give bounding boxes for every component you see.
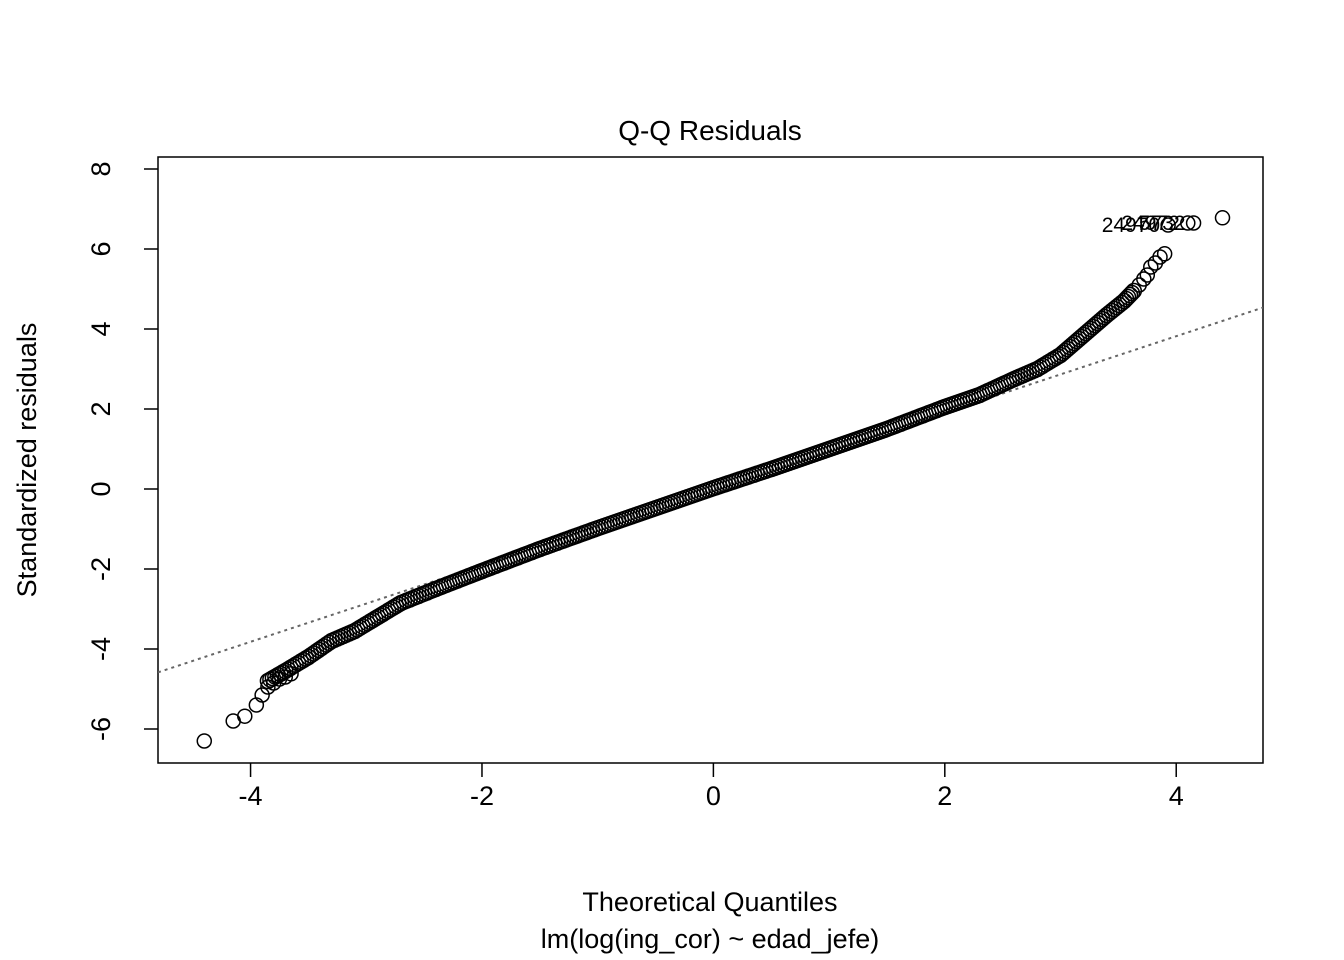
residual-point [196,733,213,749]
residual-point [1136,271,1152,287]
residual-point [1214,210,1231,226]
x-tick-label: 0 [706,781,721,811]
outlier-label: 5732 [1139,212,1186,235]
residual-point [1119,288,1137,306]
residual-point [237,708,253,724]
chart-title: Q-Q Residuals [618,115,802,146]
model-formula-label: lm(log(ing_cor) ~ edad_jefe) [541,924,879,954]
y-tick-label: 0 [86,481,116,496]
x-axis: -4 -2 0 2 4 [239,763,1184,811]
points-group [196,210,1231,749]
y-axis-label: Standardized residuals [12,323,42,598]
y-tick-label: 8 [86,161,116,176]
y-tick-label: 6 [86,241,116,256]
outlier-label: 24970 [1102,214,1160,237]
x-tick-label: -2 [470,781,494,811]
residual-point [1156,246,1173,262]
residual-point [283,666,299,682]
residual-point [1139,267,1156,283]
y-axis: -6 -4 -2 0 2 4 6 8 [86,161,158,741]
y-tick-label: -2 [86,557,116,581]
x-tick-label: 2 [937,781,952,811]
residual-point [1121,286,1139,304]
qq-reference-line [158,306,1263,674]
residual-point [1160,217,1176,233]
x-axis-label: Theoretical Quantiles [582,887,837,917]
outlier-label: 24972 [1121,212,1179,235]
y-tick-label: -6 [86,717,116,741]
residual-point [254,687,270,703]
x-tick-label: 4 [1169,781,1184,811]
y-tick-label: 2 [86,401,116,416]
residual-point [1185,215,1202,231]
residual-point [1180,215,1196,231]
y-tick-label: 4 [86,321,116,336]
y-tick-label: -4 [86,637,116,661]
reference-line-group [158,306,1263,674]
residual-point [1152,249,1168,265]
plot-frame [157,156,1264,764]
residual-point [1143,259,1159,275]
x-tick-label: -4 [239,781,263,811]
